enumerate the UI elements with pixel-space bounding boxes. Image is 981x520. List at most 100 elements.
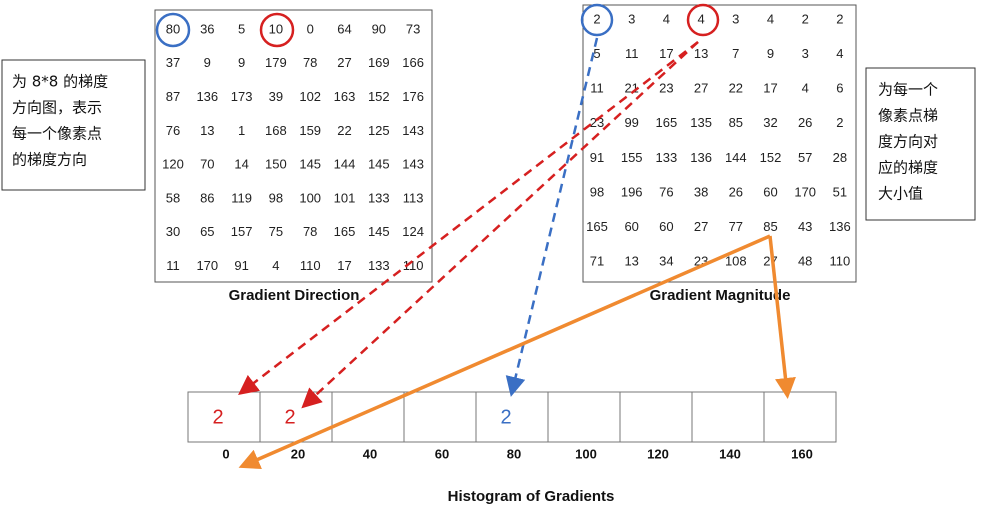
grid-cell: 133 [368,258,390,273]
grid-cell: 145 [368,157,390,172]
grid-cell: 4 [663,11,670,26]
note-line: 像素点梯 [878,107,938,125]
histogram-cell [547,391,621,443]
bin-label: 140 [719,446,741,461]
grid-cell: 85 [763,219,777,234]
grid-cell: 166 [402,55,424,70]
grid-cell: 78 [303,224,317,239]
bin-label: 120 [647,446,669,461]
grid-cell: 60 [624,219,638,234]
grid-cell: 87 [166,89,180,104]
grid-cell: 165 [656,115,678,130]
grid-cell: 91 [234,258,248,273]
grid-cell: 9 [204,55,211,70]
grid-cell: 23 [659,81,673,96]
grid-cell: 1 [238,123,245,138]
grid-cell: 3 [628,11,635,26]
bin-count: 2 [284,406,295,428]
grid-cell: 99 [624,115,638,130]
grid-cell: 133 [656,150,678,165]
bin-label: 60 [435,446,449,461]
arrow [238,41,699,396]
grid-cell: 119 [231,190,252,205]
grid-cell: 5 [593,46,600,61]
grid-cell: 170 [196,258,218,273]
bin-count: 2 [500,406,511,428]
grid-cell: 144 [334,157,356,172]
histogram-cell [187,391,261,443]
grid-cell: 10 [269,21,283,36]
note-line: 应的梯度 [878,159,938,177]
grid-cell: 37 [166,55,180,70]
grid-cell: 113 [403,190,424,205]
circle [155,12,191,48]
histogram-cell [619,391,693,443]
grid-cell: 38 [694,184,708,199]
direction-caption: Gradient Direction [229,287,360,304]
grid-cell: 3 [732,11,739,26]
grid-cell: 3 [802,46,809,61]
grid-cell: 51 [833,184,847,199]
grid-cell: 71 [590,254,604,269]
magnitude-frame [582,4,857,283]
grid-cell: 58 [166,190,180,205]
grid-cell: 165 [334,224,356,239]
histogram-cell [403,391,477,443]
grid-cell: 14 [234,157,248,172]
histogram-cell [259,391,333,443]
bin-label: 80 [507,446,521,461]
grid-cell: 108 [725,254,747,269]
direction-frame [154,9,433,283]
arrow [505,37,599,397]
grid-cell: 125 [368,123,390,138]
grid-cell: 2 [802,11,809,26]
bin-count: 2 [212,406,223,428]
grid-cell: 4 [836,46,843,61]
grid-cell: 163 [334,89,356,104]
grid-cell: 170 [794,184,816,199]
grid-cell: 22 [729,81,743,96]
grid-cell: 27 [337,55,351,70]
histogram-cell [691,391,765,443]
grid-cell: 4 [802,81,809,96]
circle [686,3,720,37]
grid-cell: 26 [798,115,812,130]
note-line: 为每一个 [878,81,938,99]
grid-cell: 102 [299,89,321,104]
grid-cell: 13 [624,254,638,269]
grid-cell: 6 [836,81,843,96]
grid-cell: 32 [763,115,777,130]
grid-cell: 80 [166,21,180,36]
grid-cell: 86 [200,190,214,205]
histogram-cell [763,391,837,443]
grid-cell: 28 [833,150,847,165]
grid-cell: 36 [200,21,214,36]
grid-cell: 101 [334,190,356,205]
grid-cell: 165 [586,219,608,234]
histogram-cell [475,391,549,443]
grid-cell: 30 [166,224,180,239]
grid-cell: 11 [590,81,604,96]
grid-cell: 60 [659,219,673,234]
grid-cell: 110 [830,254,851,269]
grid-cell: 176 [402,89,424,104]
arrow [238,234,771,470]
grid-cell: 11 [166,258,180,273]
grid-cell: 65 [200,224,214,239]
grid-cell: 196 [621,184,643,199]
grid-cell: 17 [337,258,351,273]
grid-cell: 17 [659,46,673,61]
bin-label: 0 [222,446,229,461]
grid-cell: 0 [307,21,314,36]
magnitude-caption: Gradient Magnitude [650,287,791,304]
grid-cell: 150 [265,157,287,172]
grid-cell: 98 [269,190,283,205]
histogram-title: Histogram of Gradients [448,488,615,505]
left-note-box [1,59,146,191]
grid-cell: 27 [694,219,708,234]
grid-cell: 152 [368,89,390,104]
grid-cell: 4 [767,11,774,26]
grid-cell: 48 [798,254,812,269]
bin-label: 40 [363,446,377,461]
